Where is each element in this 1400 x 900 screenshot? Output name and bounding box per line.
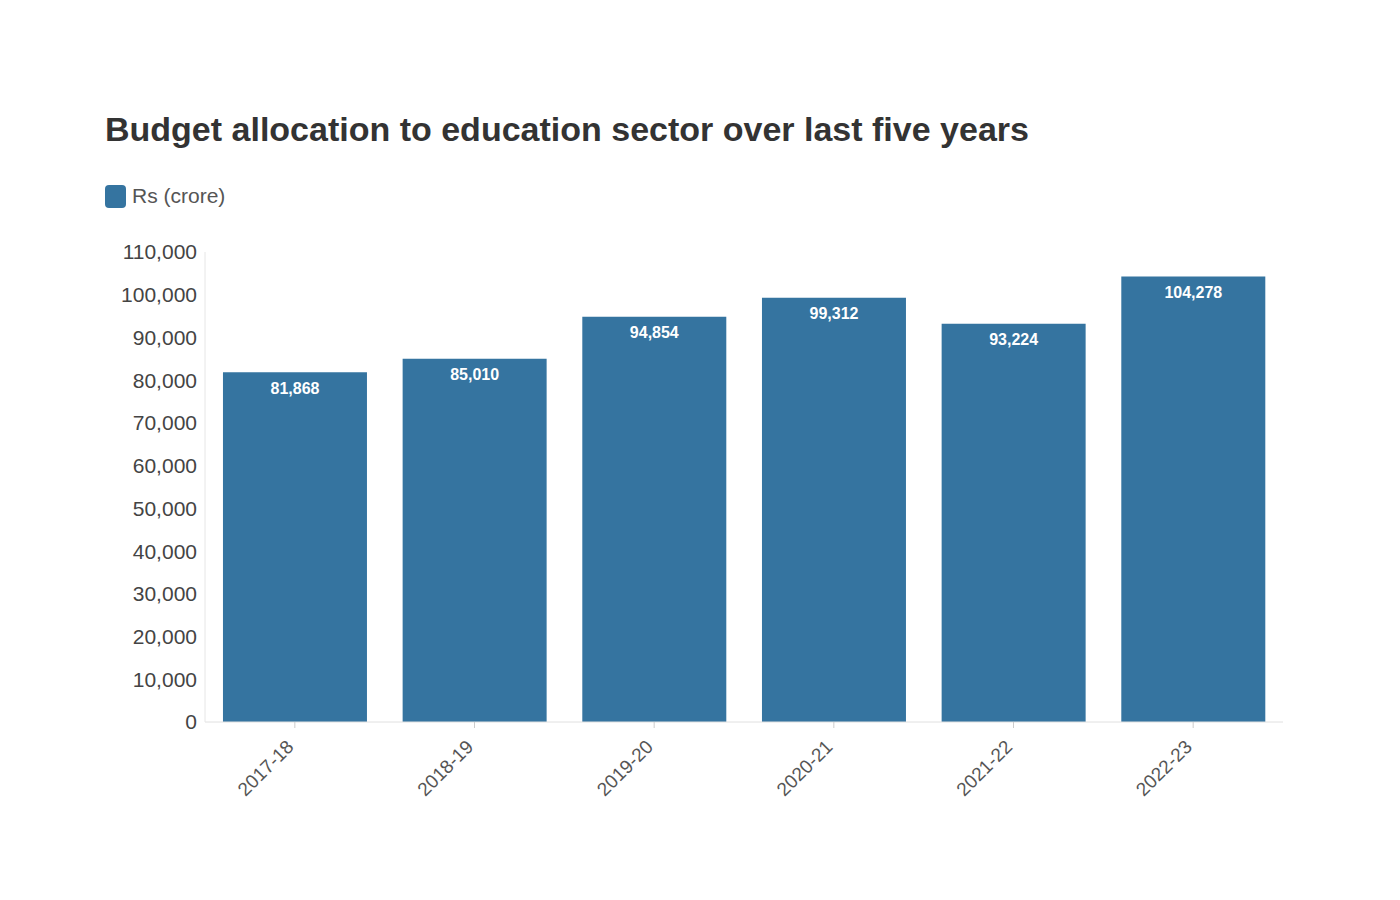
svg-text:85,010: 85,010 [450, 366, 499, 383]
svg-text:2019-20: 2019-20 [593, 736, 657, 800]
svg-text:90,000: 90,000 [133, 326, 197, 349]
svg-text:100,000: 100,000 [121, 283, 197, 306]
svg-text:40,000: 40,000 [133, 540, 197, 563]
svg-text:70,000: 70,000 [133, 411, 197, 434]
svg-text:10,000: 10,000 [133, 668, 197, 691]
html-text:Budget allocation to education: Budget allocation to education sector ov… [105, 110, 1029, 148]
svg-text:20,000: 20,000 [133, 625, 197, 648]
svg-text:94,854: 94,854 [630, 324, 679, 341]
svg-text:2020-21: 2020-21 [773, 736, 837, 800]
svg-text:104,278: 104,278 [1164, 284, 1222, 301]
svg-text:81,868: 81,868 [270, 380, 319, 397]
svg-text:99,312: 99,312 [809, 305, 858, 322]
svg-text:2021-22: 2021-22 [952, 736, 1016, 800]
svg-text:2022-23: 2022-23 [1132, 736, 1196, 800]
svg-text:50,000: 50,000 [133, 497, 197, 520]
svg-text:93,224: 93,224 [989, 331, 1038, 348]
svg-text:80,000: 80,000 [133, 369, 197, 392]
svg-text:30,000: 30,000 [133, 582, 197, 605]
svg-text:60,000: 60,000 [133, 454, 197, 477]
svg-text:2017-18: 2017-18 [234, 736, 298, 800]
svg-text:0: 0 [185, 710, 197, 733]
svg-text:110,000: 110,000 [123, 240, 197, 263]
svg-text:2018-19: 2018-19 [413, 736, 477, 800]
html-text:Rs (crore): Rs (crore) [132, 184, 226, 207]
